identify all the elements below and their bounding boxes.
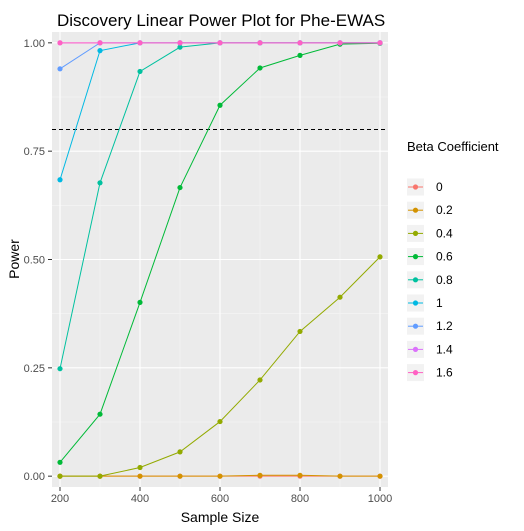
legend-key-point [412,300,419,306]
legend-key-point [412,277,419,283]
data-point [297,52,303,59]
legend-label: 1.6 [436,366,453,380]
legend-key-point [412,323,419,329]
legend-label: 0.2 [436,203,453,217]
data-point [57,473,63,479]
chart-title: Discovery Linear Power Plot for Phe-EWAS [57,11,385,30]
legend-item-0.6: 0.6 [407,248,453,266]
legend-item-0.4: 0.4 [407,224,453,242]
series-1.6 [57,40,383,46]
y-tick-label: 0.75 [24,146,45,158]
data-point [137,473,143,479]
data-point [217,40,223,46]
data-point [377,254,383,260]
data-point [57,40,63,46]
legend: Beta Coefficient 0 0.2 0.4 0.6 0.8 1 1.2 1.4 1.6 [407,139,499,382]
legend-label: 1 [436,296,443,310]
data-point [177,473,183,479]
legend-title: Beta Coefficient [407,139,499,154]
data-point [97,180,103,186]
data-point [177,40,183,46]
legend-label: 1.4 [436,342,453,356]
data-point [377,473,383,479]
data-point [337,473,343,479]
data-point [57,177,63,183]
y-tick-label: 0.50 [24,255,45,267]
series-0.4 [57,254,383,479]
data-point [257,472,263,478]
data-point [177,44,183,50]
legend-item-1: 1 [407,294,443,312]
data-point [97,411,103,417]
data-point [217,473,223,479]
legend-label: 0.8 [436,273,453,287]
legend-label: 0.4 [436,226,453,240]
data-point [257,377,263,383]
x-tick-label: 200 [51,493,69,505]
x-tick-label: 600 [211,493,229,505]
legend-label: 0.6 [436,250,453,264]
legend-key-point [412,370,419,376]
data-point [377,40,383,46]
data-point [97,48,103,54]
legend-item-0.8: 0.8 [407,271,453,289]
legend-label: 0 [436,180,443,194]
data-point [97,473,103,479]
data-point [297,328,303,335]
x-tick-label: 800 [291,493,309,505]
data-point [57,66,63,72]
data-point [57,366,63,372]
data-point [217,102,223,108]
y-tick-label: 0.25 [24,363,45,375]
y-tick-label: 1.00 [24,38,45,50]
data-point [57,459,63,465]
x-tick-label: 400 [131,493,149,505]
y-axis-ticks: 0.00 0.25 0.50 0.75 1.00 [24,38,52,483]
legend-item-1.2: 1.2 [407,317,453,335]
x-tick-label: 1000 [368,493,392,505]
legend-item-0: 0 [407,178,443,196]
data-point [297,40,303,46]
legend-key-point [412,254,419,260]
data-point [137,40,143,46]
data-point [97,40,103,46]
x-axis-title: Sample Size [181,509,260,525]
data-point [337,40,343,46]
data-point [297,472,303,478]
legend-key-point [412,230,419,236]
data-point [257,40,263,46]
data-point [337,294,343,300]
legend-key-point [412,207,419,213]
data-point [177,449,183,455]
data-point [137,464,143,471]
legend-item-1.4: 1.4 [407,340,453,358]
legend-item-0.2: 0.2 [407,201,453,219]
legend-key-point [412,184,419,190]
legend-label: 1.2 [436,319,453,333]
y-tick-label: 0.00 [24,471,45,483]
data-point [217,418,223,425]
y-axis-title: Power [6,239,22,279]
data-point [137,68,143,75]
data-point [177,184,183,191]
data-point [137,299,143,305]
series-layer [57,40,383,479]
x-axis-ticks: 200 400 600 800 1000 [51,487,392,505]
legend-item-1.6: 1.6 [407,364,453,382]
data-point [257,65,263,71]
legend-key-point [412,346,419,352]
